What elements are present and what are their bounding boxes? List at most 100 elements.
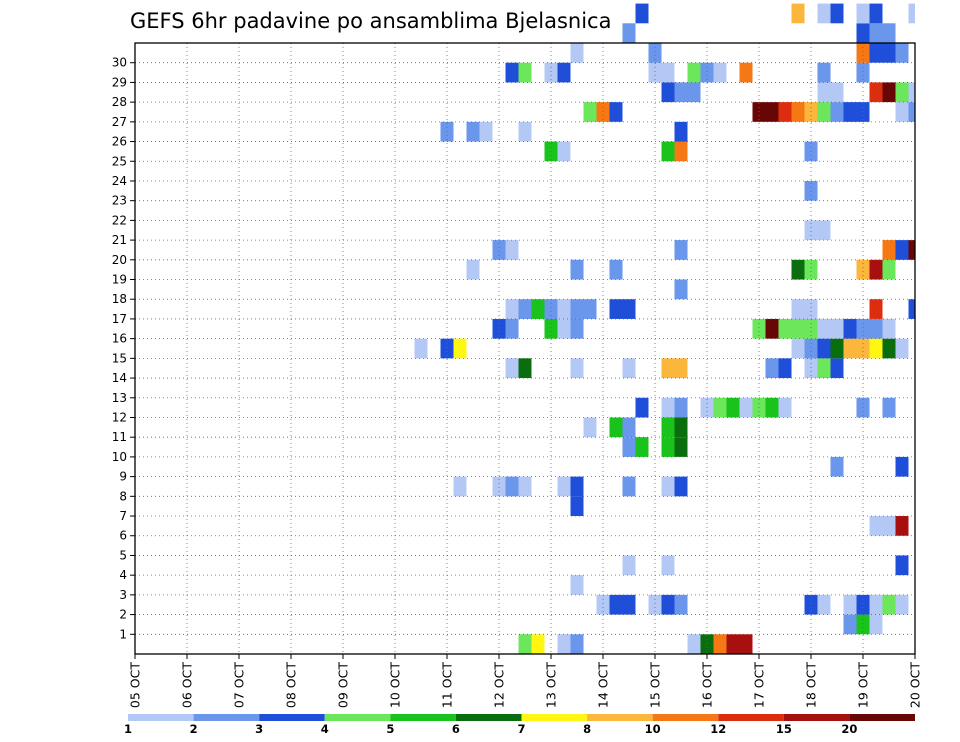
precip-cell-85 — [869, 338, 883, 359]
precip-cell-11 — [869, 614, 883, 635]
precip-cell-1 — [531, 634, 545, 654]
x-tick-label-8: 13 OCT — [544, 662, 559, 708]
precip-cell-35 — [505, 476, 519, 497]
precip-cell-0 — [518, 634, 532, 654]
precip-cell-190 — [635, 3, 649, 24]
precip-cell-12 — [596, 594, 610, 615]
x-tick-label-3: 08 OCT — [284, 662, 299, 708]
precip-cell-194 — [856, 3, 870, 24]
y-tick-label-11: 11 — [112, 430, 127, 444]
colorbar-swatch-5 — [390, 714, 456, 721]
precip-cell-104 — [505, 299, 519, 319]
precip-cell-183 — [869, 43, 883, 63]
precip-cell-176 — [713, 62, 727, 83]
precip-cell-23 — [882, 594, 896, 615]
precip-cell-61 — [765, 397, 779, 418]
precip-cell-13 — [609, 594, 623, 615]
x-tick-label-12: 17 OCT — [752, 662, 767, 708]
x-tick-label-5: 10 OCT — [388, 662, 403, 708]
precip-cell-151 — [791, 102, 805, 122]
precip-cell-67 — [570, 358, 584, 379]
precip-cell-58 — [726, 397, 740, 418]
colorbar-swatch-2 — [193, 714, 260, 721]
colorbar: 1 2 3 4 5 6 7 8 10 12 15 20 — [124, 714, 915, 736]
precip-cell-41 — [674, 476, 688, 497]
precip-cell-66 — [518, 358, 532, 379]
precip-cell-73 — [804, 358, 818, 379]
y-tick-label-15: 15 — [112, 351, 127, 365]
colorbar-level-15: 15 — [776, 722, 792, 736]
precip-cell-77 — [440, 338, 454, 359]
precip-cell-8 — [739, 634, 753, 654]
precip-cell-147 — [609, 102, 623, 122]
precip-cell-70 — [674, 358, 688, 379]
precip-cell-173 — [661, 62, 675, 83]
precip-cell-92 — [570, 318, 584, 339]
precip-cell-90 — [544, 318, 558, 339]
precip-cell-130 — [895, 240, 909, 260]
precip-cell-21 — [856, 594, 870, 615]
x-tick-label-11: 16 OCT — [700, 662, 715, 708]
precip-cell-38 — [570, 476, 584, 497]
precip-cell-155 — [843, 102, 857, 122]
precip-cell-123 — [856, 259, 870, 280]
precip-cell-186 — [622, 23, 636, 43]
precip-cell-29 — [869, 516, 883, 536]
precip-cell-46 — [661, 437, 675, 457]
colorbar-swatch-11 — [783, 714, 850, 721]
y-tick-label-5: 5 — [119, 548, 127, 562]
colorbar-swatch-7 — [521, 714, 588, 721]
precip-cell-170 — [544, 62, 558, 83]
precip-cell-17 — [674, 594, 688, 615]
x-tick-label-6: 11 OCT — [440, 662, 455, 708]
x-tick-label-13: 18 OCT — [804, 662, 819, 708]
precip-cell-166 — [895, 82, 909, 103]
precip-cell-145 — [583, 102, 597, 122]
precip-cell-172 — [648, 62, 662, 83]
precip-cell-163 — [830, 82, 844, 103]
precip-cell-158 — [908, 102, 915, 122]
y-tick-label-13: 13 — [112, 391, 127, 405]
precip-cell-175 — [700, 62, 714, 83]
precip-cell-30 — [882, 516, 896, 536]
precip-cell-37 — [557, 476, 571, 497]
precip-cell-154 — [830, 102, 844, 122]
precip-cell-95 — [778, 318, 792, 339]
precip-cell-34 — [492, 476, 506, 497]
precip-cell-62 — [778, 397, 792, 418]
precip-cell-167 — [908, 82, 915, 103]
precip-cell-121 — [791, 259, 805, 280]
precip-cell-122 — [804, 259, 818, 280]
precip-cell-137 — [661, 141, 675, 162]
precip-cell-125 — [882, 259, 896, 280]
y-tick-label-7: 7 — [119, 509, 127, 523]
precip-cell-136 — [557, 141, 571, 162]
y-tick-label-2: 2 — [119, 608, 127, 622]
y-tick-label-16: 16 — [112, 332, 127, 346]
precip-cell-171 — [557, 62, 571, 83]
precip-cell-108 — [557, 299, 571, 319]
precip-cell-48 — [583, 417, 597, 438]
colorbar-swatch-9 — [652, 714, 719, 721]
precip-cell-7 — [726, 634, 740, 654]
precip-cell-96 — [791, 318, 805, 339]
precip-cell-185 — [895, 43, 909, 63]
x-tick-label-9: 14 OCT — [596, 662, 611, 708]
precip-cell-80 — [804, 338, 818, 359]
precip-cell-165 — [882, 82, 896, 103]
precip-cell-178 — [817, 62, 831, 83]
precip-cell-124 — [869, 259, 883, 280]
precip-cell-36 — [518, 476, 532, 497]
y-tick-label-17: 17 — [112, 312, 127, 326]
precip-cell-117 — [674, 279, 688, 300]
precip-cell-72 — [778, 358, 792, 379]
precip-cell-103 — [882, 318, 896, 339]
y-tick-label-23: 23 — [112, 194, 127, 208]
colorbar-level-8: 8 — [583, 722, 591, 736]
colorbar-level-4: 4 — [321, 722, 329, 736]
precip-cell-28 — [895, 555, 909, 576]
precip-cell-50 — [622, 417, 636, 438]
precip-cell-44 — [622, 437, 636, 457]
precip-cell-174 — [687, 62, 701, 83]
